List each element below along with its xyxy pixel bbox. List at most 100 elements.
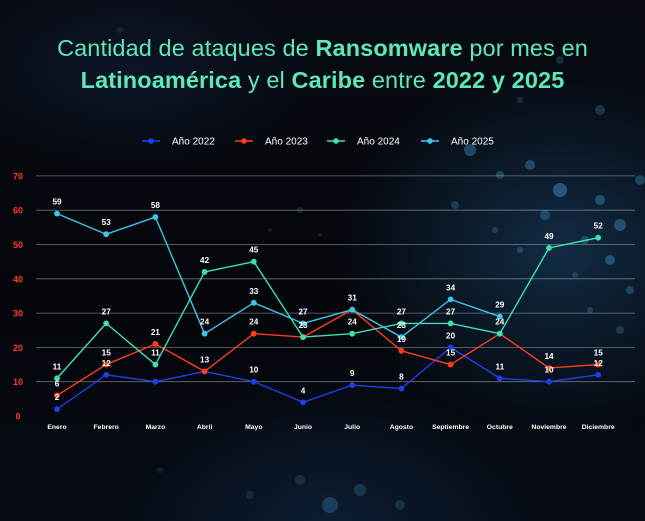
data-point <box>201 368 208 375</box>
data-label: 45 <box>249 246 259 255</box>
data-label: 27 <box>397 307 407 316</box>
bokeh-dot <box>517 247 523 253</box>
data-point <box>398 347 405 354</box>
series-line <box>56 212 501 338</box>
bokeh-dot <box>556 56 564 64</box>
series-line <box>56 346 599 410</box>
data-point <box>595 361 602 368</box>
bokeh-dot <box>295 475 305 485</box>
x-tick-label: Marzo <box>146 424 166 431</box>
title-text-bold: Ransomware <box>315 35 463 61</box>
bokeh-dot <box>496 171 504 179</box>
series-4 <box>54 210 503 341</box>
bokeh-dot <box>587 307 593 313</box>
data-point <box>496 375 503 382</box>
data-point <box>54 406 60 413</box>
x-tick-label: Diciembre <box>582 424 615 431</box>
data-label: 11 <box>495 362 504 371</box>
data-label: 20 <box>446 331 456 340</box>
y-tick-label: 50 <box>13 240 23 250</box>
data-point <box>595 371 602 378</box>
bokeh-dot <box>540 210 550 220</box>
data-label: 19 <box>397 335 407 344</box>
data-point <box>152 378 159 385</box>
y-axis: 0 10 20 30 40 50 60 70 <box>13 171 23 421</box>
data-label: 15 <box>102 349 112 358</box>
title-text-bold: Caribe <box>291 67 366 93</box>
series-2 <box>54 306 602 399</box>
legend-swatch-marker <box>241 138 247 144</box>
data-label: 34 <box>446 283 456 292</box>
data-label: 52 <box>594 222 604 231</box>
y-tick-label: 20 <box>13 343 23 353</box>
data-point <box>546 245 552 251</box>
data-label: 13 <box>200 355 210 364</box>
bokeh-dot <box>553 183 567 197</box>
bokeh-dot <box>616 326 624 334</box>
data-label: 24 <box>249 318 259 327</box>
data-label: 21 <box>151 328 161 337</box>
data-point <box>103 361 110 368</box>
y-tick-label: 30 <box>13 309 23 319</box>
data-point <box>54 392 60 399</box>
bokeh-dot <box>322 497 338 513</box>
data-point <box>201 269 208 275</box>
data-label: 6 <box>55 379 60 388</box>
data-label: 14 <box>544 352 554 361</box>
legend-label: Año 2024 <box>357 137 400 148</box>
data-point <box>250 299 257 306</box>
bokeh-dot <box>595 195 605 205</box>
data-point <box>250 330 257 337</box>
bokeh-dot <box>246 491 254 499</box>
bokeh-dot <box>595 105 605 115</box>
data-point <box>349 306 356 313</box>
x-tick-label: Abril <box>197 424 213 431</box>
data-label: 24 <box>348 318 358 327</box>
data-label: 8 <box>399 373 404 382</box>
data-point <box>496 330 503 337</box>
data-point <box>447 320 454 327</box>
data-label: 58 <box>151 201 161 210</box>
bokeh-dot <box>318 233 322 237</box>
bokeh-dot <box>525 160 535 170</box>
x-tick-label: Julio <box>344 424 360 431</box>
data-point <box>349 330 356 337</box>
data-label: 12 <box>102 359 112 368</box>
series-3 <box>54 234 602 382</box>
data-label: 11 <box>53 362 62 371</box>
bokeh-dot <box>572 272 578 278</box>
data-label: 31 <box>348 294 358 303</box>
bokeh-dot <box>117 27 123 33</box>
data-point <box>349 382 356 389</box>
data-point <box>398 334 405 341</box>
x-tick-label: Junio <box>294 424 312 431</box>
bokeh-dot <box>626 286 634 294</box>
series-1 <box>54 344 602 413</box>
data-point <box>152 341 159 347</box>
data-point <box>54 375 60 382</box>
bokeh-dot <box>614 219 626 231</box>
x-tick-label: Enero <box>47 424 66 431</box>
legend: Año 2022 Año 2023 Año 2024 Año 2025 <box>142 137 494 148</box>
data-point <box>103 320 110 327</box>
background-bokeh <box>117 27 645 513</box>
legend-swatch-marker <box>148 138 154 144</box>
data-label: 42 <box>200 256 210 265</box>
data-point <box>447 344 454 351</box>
data-label: 59 <box>52 198 62 207</box>
data-label: 23 <box>298 321 308 330</box>
data-point <box>300 320 306 327</box>
data-point <box>496 313 503 320</box>
data-label: 33 <box>249 287 259 296</box>
data-label: 49 <box>544 232 554 241</box>
data-label: 10 <box>249 366 259 375</box>
bokeh-dot <box>395 500 405 510</box>
y-tick-label: 70 <box>13 171 23 181</box>
data-label: 24 <box>200 318 210 327</box>
data-point <box>152 361 159 368</box>
bokeh-dot <box>635 175 645 185</box>
bokeh-dot <box>451 201 459 209</box>
title-text: por mes en <box>462 35 588 61</box>
